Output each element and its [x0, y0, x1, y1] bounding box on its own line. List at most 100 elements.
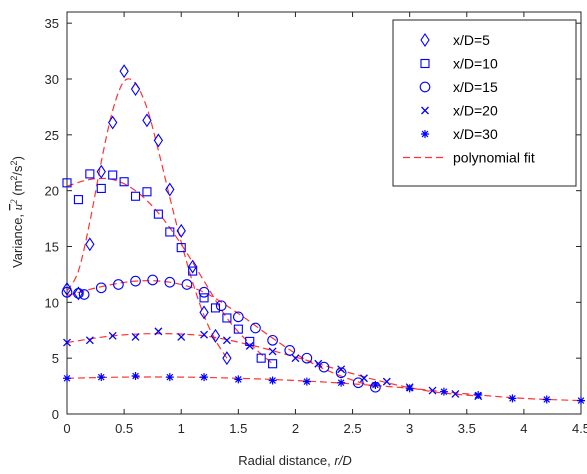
legend-label: x/D=15 — [453, 79, 498, 95]
asterisk-marker — [508, 394, 517, 403]
asterisk-marker — [302, 377, 311, 386]
x-tick-label: 0 — [63, 421, 70, 436]
fit-curve — [66, 280, 376, 388]
legend-label: x/D=10 — [453, 56, 498, 72]
diamond-marker — [85, 237, 95, 252]
circle-marker — [147, 274, 159, 286]
plot-area-border — [66, 11, 582, 415]
y-tick-label: 5 — [52, 351, 59, 366]
legend-label: polynomial fit — [453, 150, 535, 166]
circle-marker — [181, 279, 193, 290]
diamond-marker — [420, 33, 430, 47]
asterisk-marker — [439, 387, 448, 396]
x-marker — [382, 377, 391, 386]
diamond-marker — [199, 305, 209, 320]
y-axis-title: Variance, u2 (m2/s2) — [9, 156, 25, 268]
square-marker — [119, 177, 129, 187]
asterisk-marker — [131, 372, 140, 381]
diamond-marker — [62, 281, 72, 296]
circle-marker — [352, 377, 364, 389]
asterisk-marker — [577, 396, 585, 405]
x-marker — [222, 336, 231, 345]
diamond-marker — [96, 164, 106, 179]
x-tick-label: 0.5 — [115, 421, 133, 436]
asterisk-marker — [337, 378, 346, 387]
circle-marker — [130, 275, 141, 287]
diamond-marker — [165, 182, 175, 197]
square-marker — [62, 178, 72, 188]
y-tick-label: 30 — [45, 72, 59, 87]
square-marker — [256, 353, 266, 363]
diamond-marker — [130, 82, 141, 97]
x-tick-label: 3.5 — [458, 421, 476, 436]
circle-marker — [267, 334, 278, 346]
square-marker — [188, 266, 198, 276]
axes-frame — [66, 11, 582, 415]
y-tick-label: 15 — [45, 240, 59, 255]
x-marker — [63, 338, 71, 347]
legend-label: x/D=30 — [453, 126, 498, 142]
asterisk-marker — [542, 395, 551, 404]
diamond-marker — [222, 351, 232, 366]
y-tick-label: 0 — [52, 407, 59, 422]
asterisk-marker — [234, 375, 243, 384]
circle-marker — [95, 282, 107, 294]
x-tick-label: 1.5 — [229, 421, 247, 436]
x-marker — [291, 354, 300, 363]
legend-label: x/D=5 — [453, 32, 490, 48]
asterisk-marker — [165, 373, 174, 382]
asterisk-marker — [421, 130, 429, 138]
square-marker — [142, 187, 152, 197]
square-marker — [176, 243, 186, 253]
circle-marker — [318, 361, 330, 373]
fit-curve — [66, 78, 228, 359]
x-marker — [428, 386, 437, 395]
series-asterisk — [63, 372, 585, 405]
fit-curve — [66, 376, 582, 402]
x-tick-label: 2.5 — [344, 421, 362, 436]
asterisk-marker — [371, 380, 380, 389]
series-diamond — [62, 64, 232, 366]
asterisk-marker — [268, 376, 277, 385]
circle-marker — [78, 289, 90, 300]
x-marker — [314, 359, 323, 368]
asterisk-marker — [474, 391, 483, 400]
fit-curve — [66, 177, 274, 365]
circle-marker — [232, 311, 244, 323]
x-marker — [131, 332, 140, 341]
series-square — [62, 169, 278, 369]
legend-box — [392, 19, 577, 187]
series-x — [63, 327, 483, 401]
asterisk-marker — [405, 384, 414, 393]
svg-text:Variance, u2 (m2/s2): Variance, u2 (m2/s2) — [9, 156, 25, 268]
circle-marker — [215, 300, 227, 312]
square-marker — [153, 209, 163, 219]
x-marker — [451, 389, 460, 398]
x-tick-label: 2 — [292, 421, 299, 436]
circle-marker — [73, 288, 84, 299]
asterisk-marker — [200, 373, 209, 382]
diamond-marker — [153, 133, 164, 148]
y-axis-ticks: 0 5 10 15 20 25 30 35 — [45, 16, 581, 422]
x-marker — [360, 374, 368, 383]
circle-marker — [198, 286, 210, 298]
square-marker — [108, 170, 118, 180]
circle-marker — [113, 279, 124, 290]
x-marker — [85, 336, 94, 345]
data-markers — [61, 64, 585, 405]
circle-marker — [335, 367, 347, 379]
x-tick-label: 1 — [178, 421, 185, 436]
x-marker — [421, 106, 429, 115]
square-marker — [96, 183, 106, 193]
y-tick-label: 20 — [45, 184, 59, 199]
legend: x/D=5 x/D=10 x/D=15 x/D=20 x/D=30 polynomial … — [392, 19, 577, 187]
diamond-marker — [210, 328, 221, 343]
x-marker — [154, 327, 163, 336]
diamond-marker — [108, 115, 118, 130]
diamond-marker — [187, 259, 198, 274]
circle-marker — [164, 276, 176, 288]
x-marker — [245, 341, 254, 350]
fit-curve — [66, 332, 479, 397]
y-tick-label: 25 — [45, 128, 59, 143]
